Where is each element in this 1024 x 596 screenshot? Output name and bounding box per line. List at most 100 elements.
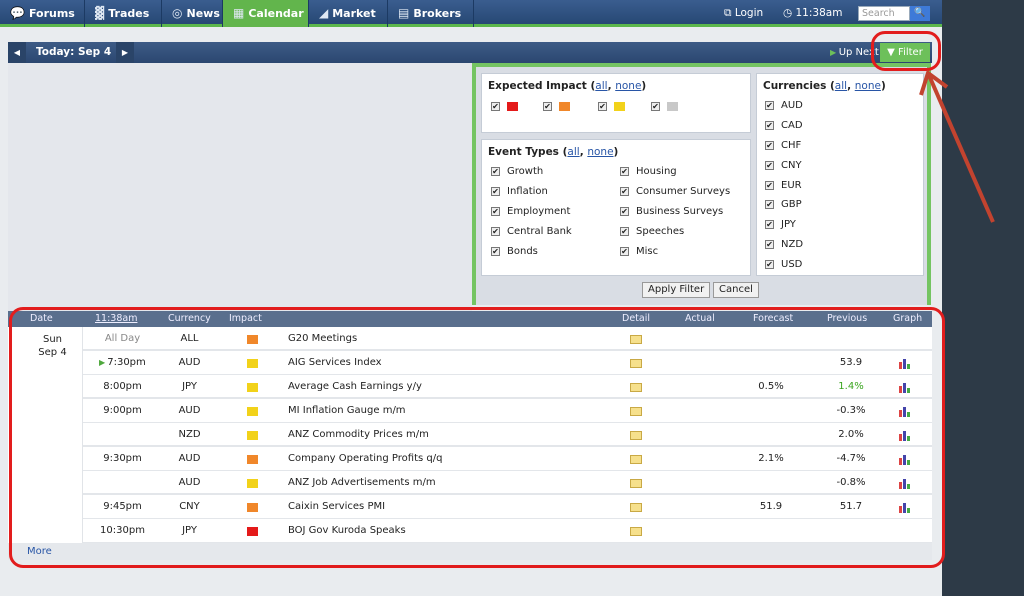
- table-row[interactable]: 10:30pm JPY BOJ Gov Kuroda Speaks: [83, 519, 932, 543]
- next-day-button[interactable]: ▶: [116, 42, 134, 63]
- currency-checkbox[interactable]: ✔ NZD: [765, 239, 804, 250]
- graph-icon[interactable]: [899, 381, 913, 393]
- event-time: 8:00pm: [103, 381, 142, 392]
- graph-icon[interactable]: [899, 477, 913, 489]
- globe-icon: ◎: [172, 6, 183, 20]
- event-type-checkbox[interactable]: ✔ Business Surveys: [620, 206, 724, 217]
- table-row[interactable]: 9:45pm CNY Caixin Services PMI 51.9 51.7: [83, 495, 932, 519]
- currency-checkbox[interactable]: ✔ JPY: [765, 219, 796, 230]
- table-row[interactable]: AUD ANZ Job Advertisements m/m -0.8%: [83, 471, 932, 495]
- search-button[interactable]: 🔍: [910, 6, 930, 21]
- graph-icon[interactable]: [899, 501, 913, 513]
- apply-filter-button[interactable]: Apply Filter: [642, 282, 711, 298]
- currency-checkbox[interactable]: ✔ CNY: [765, 160, 802, 171]
- event-title[interactable]: ANZ Job Advertisements m/m: [288, 477, 436, 488]
- more-link[interactable]: More: [27, 546, 52, 557]
- event-type-checkbox[interactable]: ✔ Employment: [491, 206, 571, 217]
- nav-tab-calendar[interactable]: ▦ Calendar: [223, 0, 309, 27]
- event-type-checkbox[interactable]: ✔ Bonds: [491, 246, 538, 257]
- filter-button[interactable]: ▼ Filter: [880, 43, 930, 62]
- cancel-button[interactable]: Cancel: [713, 282, 759, 298]
- event-type-checkbox[interactable]: ✔ Housing: [620, 166, 677, 177]
- event-title[interactable]: AIG Services Index: [288, 357, 382, 368]
- currency-checkbox[interactable]: ✔ AUD: [765, 100, 803, 111]
- detail-folder-icon[interactable]: [630, 479, 642, 488]
- table-row[interactable]: 9:00pm AUD MI Inflation Gauge m/m -0.3%: [83, 399, 932, 423]
- day-date: Sep 4: [38, 347, 67, 358]
- event-all-link[interactable]: all: [567, 146, 580, 158]
- event-title[interactable]: G20 Meetings: [288, 333, 358, 344]
- nav-tab-trades[interactable]: ▓ Trades: [85, 0, 162, 27]
- search-input[interactable]: Search: [858, 6, 910, 21]
- event-time: 9:45pm: [103, 501, 142, 512]
- annotation-highlight-filter: [871, 31, 941, 71]
- nav-tab-forums[interactable]: 💬 Forums: [0, 0, 85, 27]
- event-title[interactable]: ANZ Commodity Prices m/m: [288, 429, 429, 440]
- up-next-link[interactable]: ▶ Up Next: [830, 47, 879, 58]
- table-row[interactable]: 8:00pm JPY Average Cash Earnings y/y 0.5% 1.…: [83, 375, 932, 399]
- currencies-title: Currencies (all, none): [763, 80, 886, 92]
- impact-none-link[interactable]: none: [615, 80, 642, 92]
- graph-icon[interactable]: [899, 453, 913, 465]
- currency-none-link[interactable]: none: [854, 80, 881, 92]
- event-type-checkbox[interactable]: ✔ Growth: [491, 166, 544, 177]
- detail-folder-icon[interactable]: [630, 455, 642, 464]
- check-icon: ✔: [491, 247, 500, 256]
- event-title[interactable]: BOJ Gov Kuroda Speaks: [288, 525, 406, 536]
- currency-checkbox[interactable]: ✔ CAD: [765, 120, 803, 131]
- table-row[interactable]: All Day ALL G20 Meetings: [83, 327, 932, 351]
- col-detail: Detail: [622, 313, 650, 324]
- nav-tab-market[interactable]: ◢ Market: [309, 0, 388, 27]
- currency-checkbox[interactable]: ✔ CHF: [765, 140, 802, 151]
- impact-all-link[interactable]: all: [595, 80, 608, 92]
- col-currency: Currency: [168, 313, 211, 324]
- col-previous: Previous: [827, 313, 868, 324]
- event-type-checkbox[interactable]: ✔ Consumer Surveys: [620, 186, 731, 197]
- detail-folder-icon[interactable]: [630, 359, 642, 368]
- graph-icon[interactable]: [899, 405, 913, 417]
- event-forecast: 51.9: [759, 501, 783, 512]
- currency-checkbox[interactable]: ✔ GBP: [765, 199, 802, 210]
- col-time[interactable]: 11:38am: [95, 313, 138, 324]
- event-time: 7:30pm: [107, 357, 146, 368]
- impact-medium-checkbox[interactable]: ✔: [543, 102, 570, 111]
- impact-icon: [247, 479, 258, 488]
- detail-folder-icon[interactable]: [630, 431, 642, 440]
- event-previous: 2.0%: [838, 429, 864, 440]
- event-title[interactable]: MI Inflation Gauge m/m: [288, 405, 406, 416]
- detail-folder-icon[interactable]: [630, 407, 642, 416]
- event-title[interactable]: Caixin Services PMI: [288, 501, 386, 512]
- graph-icon[interactable]: [899, 357, 913, 369]
- event-currency: ALL: [180, 333, 199, 344]
- event-type-checkbox[interactable]: ✔ Misc: [620, 246, 659, 257]
- detail-folder-icon[interactable]: [630, 527, 642, 536]
- event-title[interactable]: Average Cash Earnings y/y: [288, 381, 422, 392]
- detail-folder-icon[interactable]: [630, 503, 642, 512]
- table-row[interactable]: NZD ANZ Commodity Prices m/m 2.0%: [83, 423, 932, 447]
- impact-high-checkbox[interactable]: ✔: [491, 102, 518, 111]
- impact-none-checkbox[interactable]: ✔: [651, 102, 678, 111]
- calendar-header: Date 11:38am Currency Impact Detail Actu…: [8, 311, 932, 327]
- detail-folder-icon[interactable]: [630, 383, 642, 392]
- event-title[interactable]: Company Operating Profits q/q: [288, 453, 443, 464]
- nav-tab-brokers[interactable]: ▤ Brokers: [388, 0, 474, 27]
- table-row[interactable]: 7:30pm ▶ AUD AIG Services Index 53.9: [83, 351, 932, 375]
- detail-folder-icon[interactable]: [630, 335, 642, 344]
- currency-checkbox[interactable]: ✔ USD: [765, 259, 803, 270]
- table-row[interactable]: 9:30pm AUD Company Operating Profits q/q 2.…: [83, 447, 932, 471]
- event-type-checkbox[interactable]: ✔ Central Bank: [491, 226, 572, 237]
- graph-icon[interactable]: [899, 429, 913, 441]
- impact-low-checkbox[interactable]: ✔: [598, 102, 625, 111]
- event-type-checkbox[interactable]: ✔ Inflation: [491, 186, 548, 197]
- login-link[interactable]: ⧉ Login: [724, 7, 764, 19]
- event-type-checkbox[interactable]: ✔ Speeches: [620, 226, 685, 237]
- col-graph: Graph: [893, 313, 923, 324]
- date-bar: ◀ Today: Sep 4 ▶ ▶ Up Next: [8, 42, 932, 63]
- prev-day-button[interactable]: ◀: [8, 42, 26, 63]
- col-forecast: Forecast: [753, 313, 794, 324]
- nav-tab-news[interactable]: ◎ News: [162, 0, 223, 27]
- event-none-link[interactable]: none: [587, 146, 614, 158]
- col-impact: Impact: [229, 313, 262, 324]
- currency-all-link[interactable]: all: [834, 80, 848, 92]
- currency-checkbox[interactable]: ✔ EUR: [765, 180, 802, 191]
